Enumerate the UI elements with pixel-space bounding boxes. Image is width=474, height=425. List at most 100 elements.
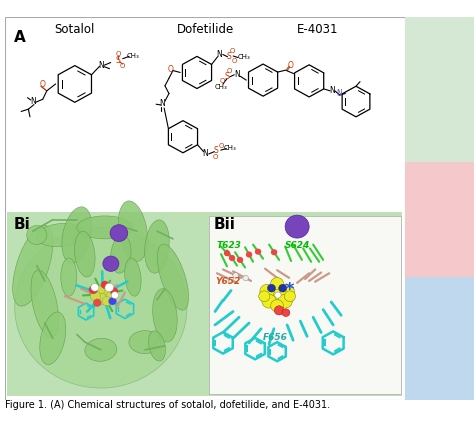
Circle shape	[111, 292, 118, 298]
Text: E-4031: E-4031	[296, 23, 338, 36]
Text: N: N	[203, 150, 209, 159]
Circle shape	[268, 286, 286, 303]
Ellipse shape	[15, 227, 187, 388]
Text: Figure 1. (A) Chemical structures of sotalol, dofetilide, and E-4031.: Figure 1. (A) Chemical structures of sot…	[5, 400, 330, 410]
Text: O: O	[168, 65, 173, 74]
Circle shape	[103, 256, 119, 272]
Circle shape	[284, 291, 295, 302]
Circle shape	[224, 250, 230, 256]
Circle shape	[282, 309, 290, 317]
Text: N: N	[336, 89, 342, 98]
Circle shape	[91, 283, 99, 291]
Text: Y652: Y652	[215, 277, 240, 286]
Text: O: O	[288, 61, 293, 70]
Text: O: O	[212, 154, 218, 160]
Text: O: O	[232, 58, 237, 64]
Ellipse shape	[129, 331, 161, 354]
Circle shape	[243, 275, 248, 281]
Ellipse shape	[13, 225, 53, 306]
Circle shape	[93, 299, 101, 306]
Text: S: S	[214, 146, 219, 156]
Text: T623: T623	[217, 241, 242, 250]
Ellipse shape	[148, 331, 165, 361]
Circle shape	[280, 284, 294, 298]
Text: Sotalol: Sotalol	[55, 23, 95, 36]
Text: CH₃: CH₃	[237, 54, 250, 60]
Text: Bii: Bii	[214, 217, 236, 232]
Circle shape	[259, 291, 270, 302]
Text: S624: S624	[285, 241, 310, 250]
Circle shape	[255, 249, 261, 255]
Text: N: N	[217, 50, 222, 59]
Text: O: O	[219, 78, 225, 84]
Text: O: O	[219, 143, 224, 149]
Circle shape	[262, 294, 276, 308]
Text: O: O	[115, 51, 120, 57]
Circle shape	[106, 292, 116, 301]
Ellipse shape	[145, 220, 169, 273]
Text: N: N	[98, 61, 104, 70]
Circle shape	[101, 281, 109, 289]
Circle shape	[275, 292, 281, 298]
Text: S: S	[225, 72, 229, 81]
Bar	[405, 162, 474, 277]
Circle shape	[271, 300, 283, 312]
Circle shape	[110, 225, 128, 241]
Ellipse shape	[74, 231, 95, 277]
Circle shape	[260, 284, 274, 298]
Text: N: N	[235, 70, 240, 79]
Bar	[7, 212, 402, 396]
Ellipse shape	[37, 224, 85, 246]
Text: CH₃: CH₃	[127, 53, 139, 59]
Circle shape	[267, 284, 275, 292]
Circle shape	[279, 284, 287, 292]
Text: O: O	[230, 48, 236, 54]
Text: Bi: Bi	[14, 217, 30, 232]
Bar	[7, 19, 403, 210]
Bar	[405, 17, 474, 162]
Bar	[405, 277, 474, 400]
Circle shape	[246, 252, 252, 258]
Ellipse shape	[125, 258, 141, 296]
Circle shape	[91, 291, 101, 301]
Circle shape	[100, 284, 112, 297]
Ellipse shape	[40, 312, 66, 365]
Ellipse shape	[31, 270, 59, 338]
Text: N: N	[30, 97, 36, 106]
Text: S: S	[227, 51, 232, 60]
Circle shape	[109, 298, 117, 305]
Circle shape	[237, 257, 243, 263]
Circle shape	[105, 283, 114, 292]
Ellipse shape	[111, 235, 131, 273]
Circle shape	[102, 297, 112, 306]
Text: O: O	[120, 62, 126, 68]
Text: CH₃: CH₃	[215, 84, 228, 90]
Circle shape	[278, 294, 292, 308]
Ellipse shape	[118, 201, 147, 261]
Text: O: O	[40, 80, 46, 89]
Circle shape	[89, 286, 98, 294]
Ellipse shape	[61, 258, 77, 296]
Circle shape	[233, 273, 238, 278]
Ellipse shape	[157, 244, 189, 310]
Circle shape	[93, 286, 104, 297]
Circle shape	[271, 278, 283, 290]
Circle shape	[274, 306, 284, 315]
Circle shape	[95, 293, 107, 305]
Text: A: A	[14, 31, 25, 45]
Text: F656: F656	[263, 332, 288, 342]
Circle shape	[285, 215, 309, 238]
Circle shape	[271, 249, 277, 255]
Bar	[209, 216, 401, 394]
Text: N: N	[160, 99, 165, 108]
Ellipse shape	[85, 338, 117, 361]
Circle shape	[110, 287, 118, 295]
Ellipse shape	[27, 225, 47, 245]
Ellipse shape	[153, 289, 177, 342]
Text: CH₃: CH₃	[223, 145, 236, 151]
Text: Dofetilide: Dofetilide	[176, 23, 234, 36]
Text: N: N	[329, 86, 336, 95]
Circle shape	[229, 255, 235, 261]
Circle shape	[228, 277, 234, 283]
Text: *: *	[284, 281, 294, 300]
